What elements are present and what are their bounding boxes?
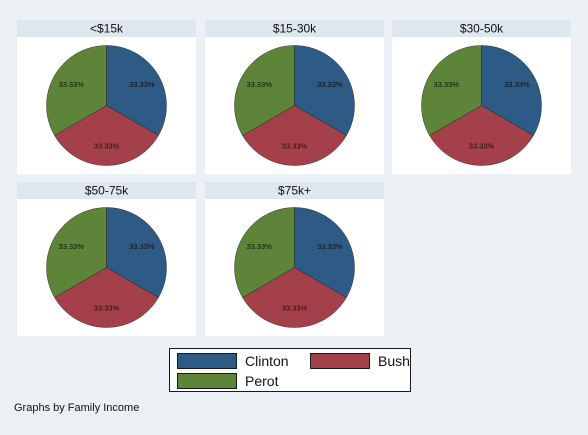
pie-panel-15k: <$15k 33.33% 33.33% 33.33% [17,20,196,174]
panel-title: <$15k [90,22,124,36]
pie-panel-30-50k: $30-50k 33.33% 33.33% 33.33% [392,20,571,174]
panel-title: $30-50k [460,22,504,36]
pie-panel-15-30k: $15-30k 33.33% 33.33% 33.33% [205,20,384,174]
slice-label-perot: 33.33% [246,242,272,251]
pie-slice-clinton [481,45,542,136]
legend-label-perot: Perot [245,373,279,389]
panel-title-band [205,20,384,37]
slice-label-clinton: 33.33% [129,242,155,251]
slice-label-perot: 33.33% [433,80,459,89]
legend: Clinton Bush Perot [169,348,411,392]
slice-label-bush: 33.33% [94,141,120,150]
panel-title: $50-75k [85,184,129,198]
panel-title: $15-30k [273,22,317,36]
legend-item-clinton: Clinton [177,353,289,369]
pie-slice-bush [242,105,347,166]
pie-panel-75k: $75k+ 33.33% 33.33% 33.33% [205,182,384,336]
legend-label-clinton: Clinton [245,353,289,369]
pie-slice-bush [54,105,159,166]
panel-title-band [17,182,196,199]
legend-item-bush: Bush [310,353,410,369]
legend-item-perot: Perot [177,373,278,389]
slice-label-perot: 33.33% [246,80,272,89]
slice-label-clinton: 33.33% [317,80,343,89]
pie-slice-clinton [106,207,167,298]
pie-slice-perot [421,45,482,136]
pie-slice-perot [46,207,107,298]
slice-label-perot: 33.33% [58,80,84,89]
legend-label-bush: Bush [378,353,410,369]
pie-slice-perot [234,207,295,298]
pie-slice-clinton [294,207,355,298]
pie-slice-bush [429,105,534,166]
slice-label-bush: 33.33% [94,303,120,312]
pie-slice-clinton [294,45,355,136]
pie-slice-perot [234,45,295,136]
graphs-by-note: Graphs by Family Income [14,402,140,414]
legend-swatch-bush [310,353,370,369]
slice-label-bush: 33.33% [469,141,495,150]
pie-panel-50-75k: $50-75k 33.33% 33.33% 33.33% [17,182,196,336]
legend-swatch-perot [177,373,237,389]
slice-label-clinton: 33.33% [129,80,155,89]
pie-slice-clinton [106,45,167,136]
pie-slice-perot [46,45,107,136]
pie-slice-bush [242,267,347,328]
slice-label-clinton: 33.33% [504,80,530,89]
slice-label-bush: 33.33% [282,303,308,312]
pie-slice-bush [54,267,159,328]
panel-title-band [205,182,384,199]
panel-title-band [392,20,571,37]
slice-label-perot: 33.33% [58,242,84,251]
panel-title-band [17,20,196,37]
slice-label-clinton: 33.33% [317,242,343,251]
slice-label-bush: 33.33% [282,141,308,150]
legend-swatch-clinton [177,353,237,369]
panel-title: $75k+ [278,184,311,198]
